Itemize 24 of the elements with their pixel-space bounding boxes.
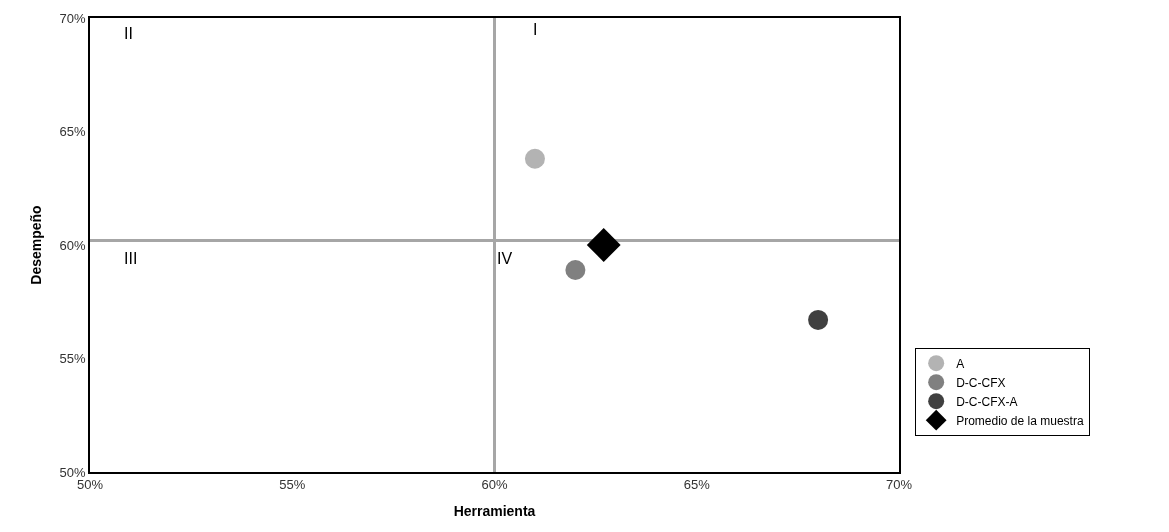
y-axis-title: Desempeño	[27, 205, 44, 285]
annotation: III	[124, 250, 138, 267]
y-tick-label: 55%	[59, 351, 87, 367]
x-tick-label: 50%	[76, 477, 104, 493]
y-tick-label: 50%	[59, 464, 87, 480]
annotation: I	[533, 21, 538, 38]
point	[565, 259, 586, 280]
point	[586, 228, 621, 262]
x-tick-label: 65%	[683, 477, 711, 493]
point	[808, 309, 829, 330]
x-axis-title: Herramienta	[453, 503, 536, 520]
legend-label: D-C-CFX	[956, 375, 1006, 390]
y-tick-label: 60%	[59, 237, 87, 253]
x-tick-label: 70%	[885, 477, 913, 493]
point	[524, 148, 545, 169]
y-tick-label: 65%	[59, 124, 87, 140]
x-tick-label: 55%	[279, 477, 306, 493]
legend-label: D-C-CFX-A	[956, 394, 1018, 409]
legend-label: A	[956, 356, 965, 371]
annotation: IV	[497, 250, 513, 267]
y-tick-label: 70%	[59, 10, 87, 26]
legend-label: Promedio de la muestra	[956, 413, 1084, 428]
x-tick-label: 60%	[481, 477, 508, 493]
annotation: II	[124, 25, 133, 42]
